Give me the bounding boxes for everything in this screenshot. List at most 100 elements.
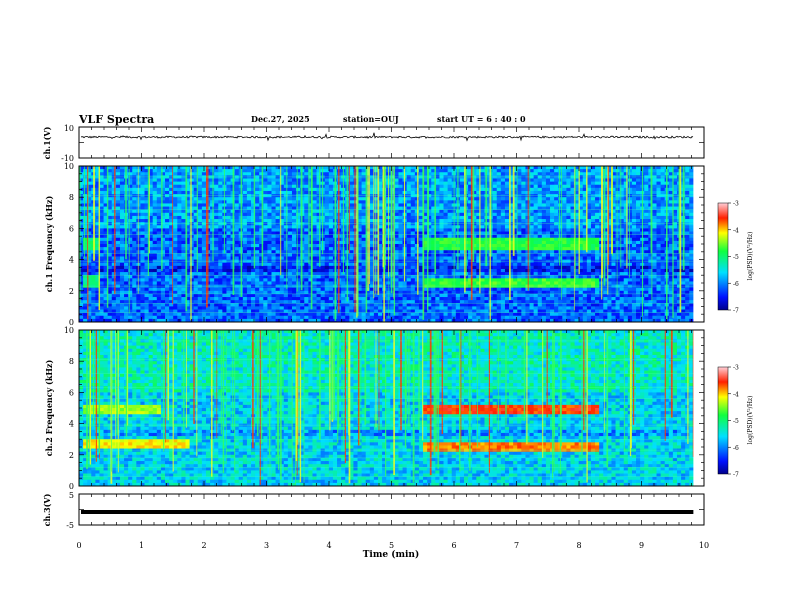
spectrogram-cell — [451, 300, 457, 304]
spectrogram-cell — [308, 256, 313, 260]
spectrogram-cell — [156, 203, 162, 207]
spectrogram-cell — [107, 272, 113, 276]
spectrogram-cell — [87, 234, 92, 239]
spectrogram-cell — [468, 312, 473, 317]
spectrogram-cell — [345, 303, 350, 307]
spectrogram-cell — [468, 187, 473, 192]
spectrogram-cell — [394, 215, 399, 220]
spectrogram-cell — [119, 293, 125, 298]
spectrogram-cell — [107, 250, 113, 254]
spectrogram-cell — [156, 272, 162, 276]
spectrogram-cell — [132, 203, 137, 207]
spectrogram-cell — [378, 275, 383, 279]
spectrogram-cell — [316, 240, 322, 245]
spectrogram-cell — [128, 315, 133, 320]
spectrogram-cell — [455, 290, 461, 295]
spectrogram-cell — [263, 256, 268, 260]
spectrogram-cell — [373, 212, 379, 217]
spectrogram-cell — [115, 268, 121, 273]
spectrogram-cell — [251, 256, 256, 260]
spectrogram-cell — [308, 172, 313, 176]
spectrogram-cell — [267, 184, 272, 189]
spectrogram-cell — [87, 265, 92, 270]
spectrogram-cell — [177, 262, 182, 267]
spectrogram-cell — [447, 287, 453, 292]
spectrogram-cell — [418, 169, 424, 173]
spectrogram-cell — [156, 172, 162, 176]
spectrogram-cell — [291, 268, 297, 273]
spectrogram-cell — [210, 215, 215, 220]
spectrogram-cell — [103, 256, 109, 260]
spectrogram-cell — [185, 315, 190, 320]
spectrogram-cell — [341, 297, 346, 301]
spectrogram-cell — [455, 293, 461, 298]
spectrogram-cell — [136, 187, 141, 192]
spectrogram-cell — [169, 169, 174, 173]
spectrogram-cell — [132, 281, 137, 285]
spectrogram-cell — [144, 247, 150, 251]
spectrogram-cell — [263, 303, 268, 307]
spectrogram-cell — [398, 247, 403, 251]
spectrogram-cell — [103, 253, 109, 257]
spectrogram-cell — [169, 190, 174, 195]
spectrogram-cell — [443, 306, 449, 310]
spectrogram-cell — [283, 178, 289, 182]
spectrogram-cell — [398, 287, 403, 292]
spectrogram-cell — [83, 275, 88, 279]
spectrogram-cell — [365, 297, 371, 301]
spectrogram-cell — [390, 166, 395, 170]
spectrogram-cell — [312, 278, 317, 282]
spectrogram-cell — [324, 203, 330, 207]
spectrogram-cell — [320, 312, 326, 317]
spectrogram-cell — [242, 268, 248, 273]
spectrogram-cell — [373, 215, 379, 220]
spectrogram-cell — [267, 275, 272, 279]
spectrogram-cell — [443, 197, 449, 201]
spectrogram-cell — [181, 184, 186, 189]
spectrogram-cell — [414, 300, 420, 304]
spectrogram-cell — [144, 231, 150, 236]
spectrogram-cell — [189, 262, 195, 267]
spectrogram-cell — [193, 166, 199, 170]
spectrogram-cell — [197, 212, 203, 217]
spectrogram-cell — [169, 234, 174, 239]
spectrogram-cell — [115, 166, 121, 170]
spectrogram-cell — [398, 215, 403, 220]
spectrogram-cell — [83, 247, 88, 251]
spectrogram-cell — [435, 215, 440, 220]
spectrogram-cell — [328, 256, 334, 260]
spectrogram-cell — [259, 181, 264, 186]
spectrogram-cell — [291, 172, 297, 176]
spectrogram-cell — [160, 225, 166, 229]
spectrogram-cell — [394, 278, 399, 282]
spectrogram-cell — [279, 184, 285, 189]
spectrogram-cell — [447, 200, 453, 204]
spectrogram-cell — [455, 318, 461, 323]
spectrogram-cell — [169, 297, 174, 301]
spectrogram-cell — [394, 272, 399, 276]
spectrogram-cell — [341, 303, 346, 307]
spectrogram-cell — [423, 197, 428, 201]
spectrogram-cell — [160, 240, 166, 245]
spectrogram-cell — [156, 219, 162, 223]
spectrogram-cell — [136, 190, 141, 195]
spectrogram-cell — [107, 225, 113, 229]
spectrogram-cell — [406, 297, 412, 301]
spectrogram-cell — [283, 181, 289, 186]
spectrogram-cell — [242, 256, 248, 260]
spectrogram-cell — [291, 306, 297, 310]
spectrogram-cell — [160, 215, 166, 220]
spectrogram-cell — [328, 178, 334, 182]
spectrogram-cell — [160, 272, 166, 276]
spectrogram-cell — [115, 250, 121, 254]
spectrogram-cell — [398, 253, 403, 257]
spectrogram-cell — [464, 300, 469, 304]
spectrogram-cell — [87, 262, 92, 267]
spectrogram-cell — [218, 206, 223, 211]
spectrogram-cell — [165, 265, 170, 270]
spectrogram-cell — [173, 272, 178, 276]
spectrogram-cell — [398, 184, 403, 189]
spectrogram-cell — [140, 197, 145, 201]
spectrogram-cell — [255, 318, 260, 323]
spectrogram-cell — [201, 240, 207, 245]
